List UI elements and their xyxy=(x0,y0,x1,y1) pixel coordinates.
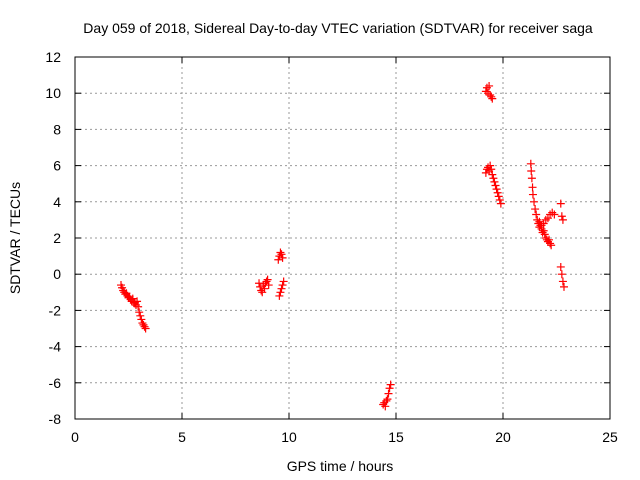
data-point xyxy=(485,81,494,90)
data-point xyxy=(386,380,395,389)
data-point xyxy=(557,212,566,221)
data-point xyxy=(528,183,537,192)
data-point xyxy=(530,197,539,206)
x-tick-label: 15 xyxy=(388,429,404,445)
data-point xyxy=(139,320,148,329)
data-point xyxy=(277,284,286,293)
data-point xyxy=(535,217,544,226)
data-point xyxy=(539,226,548,235)
data-point xyxy=(548,208,557,217)
data-point xyxy=(137,315,146,324)
y-axis-label: SDTVAR / TECUs xyxy=(7,182,23,294)
data-point xyxy=(487,165,496,174)
data-point xyxy=(140,322,149,331)
data-point xyxy=(495,195,504,204)
data-point xyxy=(277,250,286,259)
data-point xyxy=(382,396,391,405)
y-tick-label: 8 xyxy=(53,121,61,137)
data-point xyxy=(559,282,568,291)
data-point xyxy=(546,239,555,248)
data-point xyxy=(556,199,565,208)
data-point xyxy=(492,185,501,194)
data-point xyxy=(384,389,393,398)
data-point xyxy=(494,192,503,201)
data-point xyxy=(134,302,143,311)
data-point xyxy=(528,190,537,199)
data-point xyxy=(381,402,390,411)
y-tick-label: 2 xyxy=(53,230,61,246)
data-point xyxy=(136,311,145,320)
x-tick-label: 5 xyxy=(178,429,186,445)
y-tick-label: 0 xyxy=(53,266,61,282)
data-point xyxy=(383,395,392,404)
data-point xyxy=(260,284,269,293)
data-point xyxy=(275,291,284,300)
y-tick-label: -6 xyxy=(49,375,62,391)
data-point xyxy=(482,83,491,92)
data-point xyxy=(531,205,540,214)
x-tick-label: 10 xyxy=(281,429,297,445)
axis-ticks: 0 5 10 15 20 25 -8 -6 -4 -2 0 2 4 6 8 10 12 xyxy=(45,49,618,445)
y-tick-label: 4 xyxy=(53,194,61,210)
data-point xyxy=(556,262,565,271)
data-point xyxy=(487,92,496,101)
y-tick-label: 12 xyxy=(45,49,61,65)
data-point xyxy=(276,288,285,297)
grid-lines xyxy=(75,57,610,419)
y-tick-label: -4 xyxy=(49,339,62,355)
data-point xyxy=(274,255,283,264)
data-point xyxy=(488,170,497,179)
y-tick-label: 10 xyxy=(45,85,61,101)
data-point xyxy=(496,199,505,208)
x-tick-label: 25 xyxy=(602,429,618,445)
data-point xyxy=(527,167,536,176)
data-point xyxy=(540,230,549,239)
data-point xyxy=(488,94,497,103)
y-tick-label: 6 xyxy=(53,158,61,174)
data-point xyxy=(532,210,541,219)
data-point xyxy=(550,210,559,219)
data-point xyxy=(545,235,554,244)
data-point xyxy=(490,177,499,186)
data-point xyxy=(557,270,566,279)
x-tick-label: 20 xyxy=(495,429,511,445)
x-tick-label: 0 xyxy=(71,429,79,445)
data-point xyxy=(493,188,502,197)
data-point xyxy=(279,277,288,286)
chart-title: Day 059 of 2018, Sidereal Day-to-day VTE… xyxy=(83,20,593,36)
data-point xyxy=(141,324,150,333)
data-point xyxy=(263,275,272,284)
data-point xyxy=(526,159,535,168)
data-point xyxy=(385,384,394,393)
y-tick-label: -8 xyxy=(49,411,62,427)
data-point xyxy=(558,215,567,224)
x-axis-label: GPS time / hours xyxy=(287,458,394,474)
data-point xyxy=(543,214,552,223)
data-point xyxy=(264,281,273,290)
data-point xyxy=(486,91,495,100)
data-point xyxy=(276,248,285,257)
data-markers xyxy=(117,81,568,411)
data-point xyxy=(278,253,287,262)
data-point xyxy=(135,308,144,317)
data-point xyxy=(258,288,267,297)
data-point xyxy=(541,215,550,224)
data-point xyxy=(278,281,287,290)
data-point xyxy=(547,241,556,250)
data-point xyxy=(558,277,567,286)
data-point xyxy=(133,297,142,306)
data-point xyxy=(527,174,536,183)
data-point xyxy=(486,161,495,170)
y-tick-label: -2 xyxy=(49,302,62,318)
data-point xyxy=(491,181,500,190)
data-point xyxy=(489,174,498,183)
